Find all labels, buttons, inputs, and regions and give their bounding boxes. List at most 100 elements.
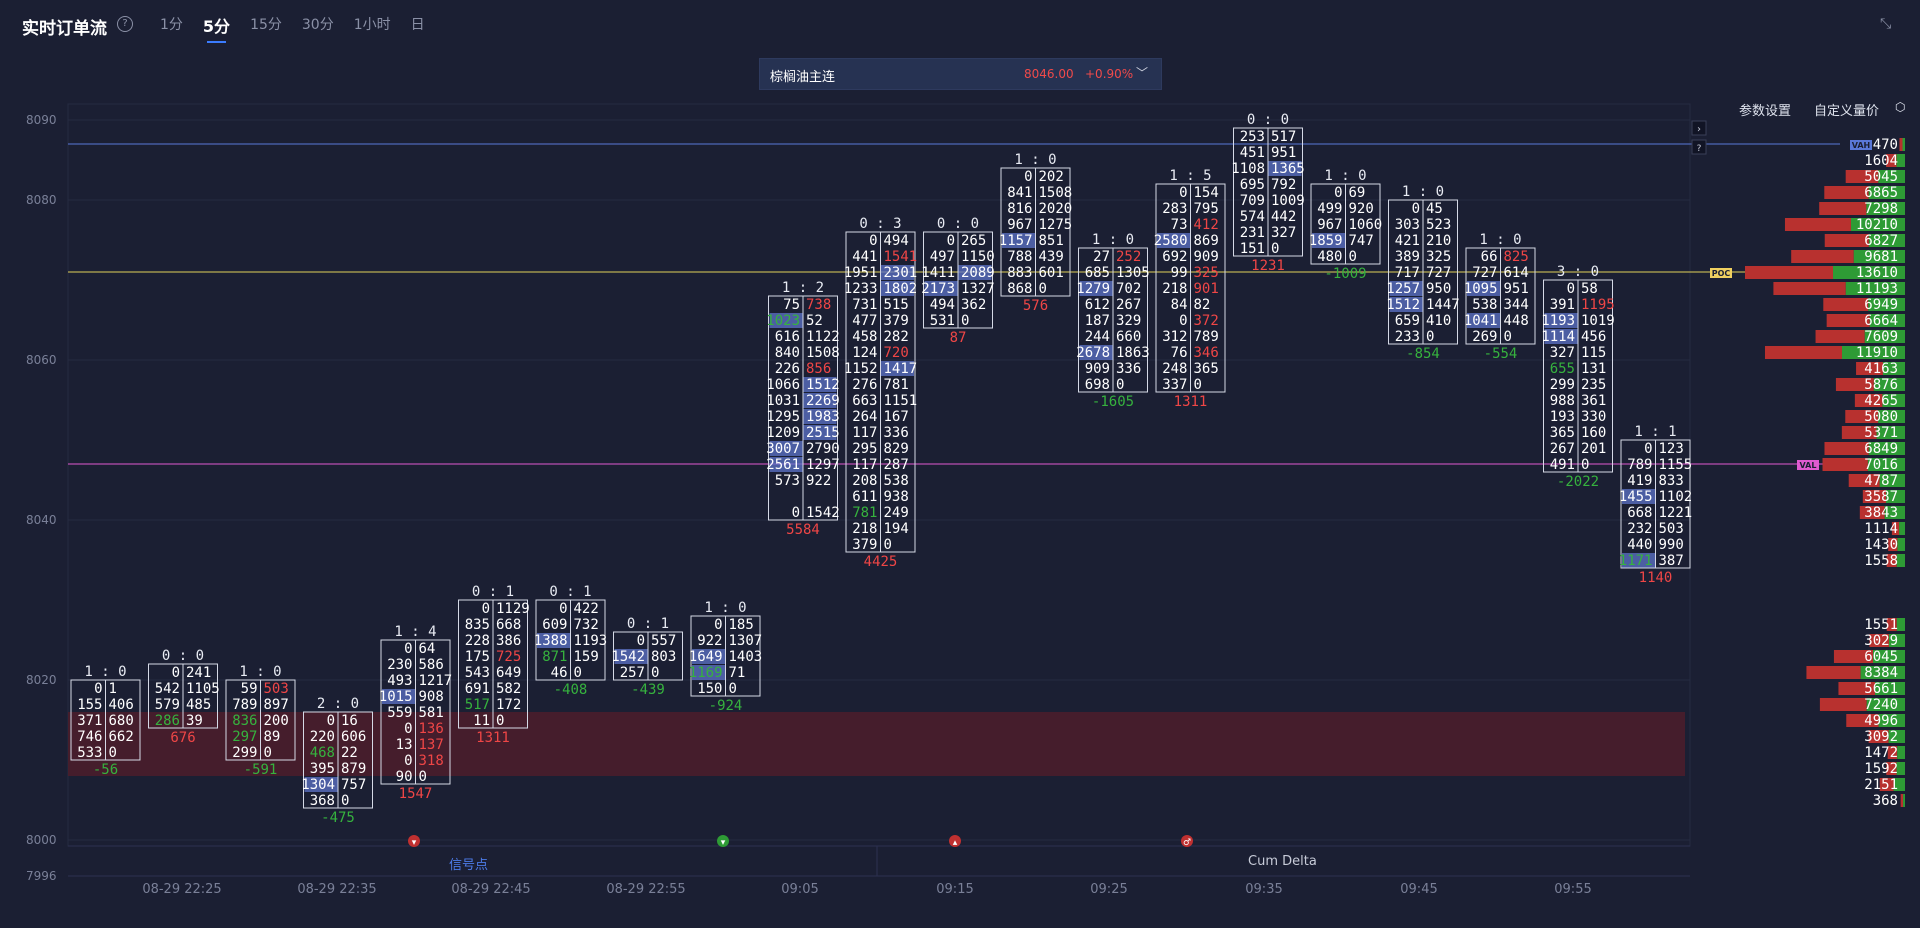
help-button (1691, 139, 1707, 155)
bid-volume: 218 (852, 521, 877, 537)
profile-volume: 4163 (1864, 361, 1898, 377)
tab-timeframe-2[interactable]: 15分 (250, 17, 282, 33)
cell-highlight (1002, 233, 1036, 248)
profile-ask-bar (1891, 522, 1900, 535)
bid-volume: 117 (852, 457, 877, 473)
instrument-selector[interactable]: 棕榈油主连 8046.00 +0.90% ﹀ (759, 58, 1162, 90)
bid-volume: 1455 (1619, 489, 1653, 505)
profile-volume: 368 (1873, 793, 1898, 809)
profile-volume: 1551 (1864, 617, 1898, 633)
candle-ratio: 2 : 0 (317, 696, 359, 712)
ask-volume: 660 (1116, 329, 1141, 345)
bid-volume: 988 (1550, 393, 1575, 409)
settings-button[interactable]: 参数设置 (1739, 104, 1792, 119)
bid-volume: 1066 (766, 377, 800, 393)
ask-volume: 372 (1194, 313, 1219, 329)
bid-volume: 187 (1085, 313, 1110, 329)
bid-volume: 692 (1162, 249, 1187, 265)
bid-volume: 0 (404, 753, 412, 769)
ask-volume: 494 (884, 233, 909, 249)
profile-ask-bar (1824, 442, 1869, 455)
ask-volume: 680 (109, 713, 134, 729)
profile-volume: 6664 (1864, 313, 1898, 329)
candle-delta: -439 (631, 682, 665, 698)
ask-volume: 738 (806, 297, 831, 313)
profile-volume: 11193 (1856, 281, 1898, 297)
x-tick-label: 09:45 (1400, 882, 1437, 897)
profile-volume: 6849 (1864, 441, 1898, 457)
profile-ask-bar (1879, 778, 1894, 791)
bid-volume: 559 (387, 705, 412, 721)
ask-volume: 0 (1426, 329, 1434, 345)
bid-volume: 1193 (1541, 313, 1575, 329)
x-tick-label: 09:05 (781, 882, 818, 897)
bid-volume: 616 (775, 329, 800, 345)
bid-volume: 368 (310, 793, 335, 809)
bid-volume: 286 (155, 713, 180, 729)
bid-volume: 175 (465, 649, 490, 665)
ask-volume: 0 (1116, 377, 1124, 393)
help-icon[interactable]: ? (117, 16, 133, 32)
profile-volume: 4787 (1864, 473, 1898, 489)
ask-volume: 2790 (806, 441, 840, 457)
ask-volume: 0 (264, 745, 272, 761)
bid-volume: 299 (1550, 377, 1575, 393)
candle-delta: 1547 (399, 786, 433, 802)
tab-timeframe-5[interactable]: 日 (410, 17, 425, 33)
bid-volume: 781 (852, 505, 877, 521)
profile-volume: 6045 (1864, 649, 1898, 665)
candle-delta: -591 (244, 762, 278, 778)
ask-volume: 803 (651, 649, 676, 665)
candle-delta: 4425 (864, 554, 898, 570)
candle-delta: -1605 (1092, 394, 1134, 410)
ask-volume: 0 (574, 665, 582, 681)
candle-ratio: 1 : 2 (782, 280, 824, 296)
collapse-icon[interactable]: ⤡ (1880, 16, 1892, 32)
profile-bid-bar (1866, 202, 1905, 215)
ask-volume: 0 (341, 793, 349, 809)
bid-volume: 1169 (689, 665, 723, 681)
tab-signal[interactable]: 信号点 (449, 858, 489, 873)
tab-timeframe-0[interactable]: 1分 (160, 17, 183, 33)
tab-timeframe-1[interactable]: 5分 (203, 13, 230, 43)
profile-ask-bar (1823, 298, 1869, 311)
ask-volume: 0 (1349, 249, 1357, 265)
custom-volume-button[interactable]: 自定义量价 (1814, 104, 1880, 119)
ask-volume: 362 (961, 297, 986, 313)
bid-volume: 909 (1085, 361, 1110, 377)
ask-volume: 0 (1581, 457, 1589, 473)
ask-volume: 2301 (884, 265, 918, 281)
y-tick-label: 8000 (26, 833, 57, 847)
bid-volume: 299 (232, 745, 257, 761)
ask-volume: 781 (884, 377, 909, 393)
tab-cum-delta[interactable]: Cum Delta (1248, 854, 1317, 869)
bid-volume: 99 (1171, 265, 1188, 281)
profile-volume: 4265 (1864, 393, 1898, 409)
ask-volume: 789 (1194, 329, 1219, 345)
candle-delta: 576 (1023, 298, 1048, 314)
ask-volume: 58 (1581, 281, 1598, 297)
profile-bid-bar (1897, 538, 1905, 551)
hexagon-icon[interactable]: ⬡ (1895, 100, 1906, 114)
bid-volume: 1411 (921, 265, 955, 281)
ask-volume: 0 (651, 665, 659, 681)
ask-volume: 194 (884, 521, 909, 537)
profile-bid-bar (1896, 762, 1905, 775)
bid-volume: 574 (1240, 209, 1265, 225)
candle-ratio: 0 : 1 (472, 584, 514, 600)
bid-volume: 1152 (844, 361, 878, 377)
profile-tag (1797, 460, 1819, 470)
bid-volume: 0 (1334, 185, 1342, 201)
ask-volume: 601 (1039, 265, 1064, 281)
ask-volume: 456 (1581, 329, 1606, 345)
profile-ask-bar (1868, 730, 1889, 743)
tab-timeframe-3[interactable]: 30分 (301, 17, 334, 33)
tab-timeframe-4[interactable]: 1小时 (353, 17, 391, 33)
bid-volume: 59 (241, 681, 258, 697)
profile-bid-bar (1868, 186, 1905, 199)
ask-volume: 202 (1039, 169, 1064, 185)
profile-volume: 7016 (1864, 457, 1898, 473)
ask-volume: 2515 (806, 425, 840, 441)
candle-delta: -854 (1406, 346, 1440, 362)
